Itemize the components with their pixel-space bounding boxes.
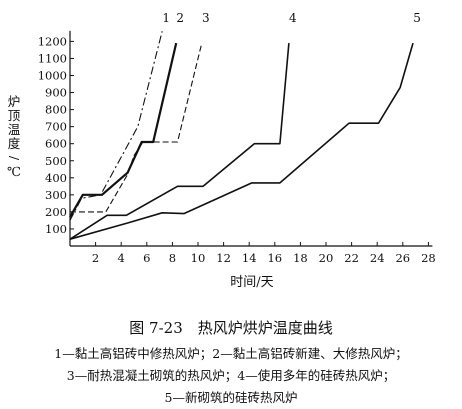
y-axis-label-char: 顶: [8, 108, 21, 123]
y-tick-label: 300: [45, 188, 67, 202]
series-label-3: 3: [202, 11, 210, 25]
y-tick-label: 900: [45, 86, 67, 100]
y-axis-label-char: ℃: [7, 164, 21, 179]
chart-axes: [69, 30, 433, 247]
x-tick-label: 10: [191, 251, 206, 265]
x-tick-label: 14: [242, 251, 257, 265]
series-line-4: [69, 43, 290, 240]
y-tick-label: 600: [45, 137, 67, 151]
x-tick-label: 18: [293, 251, 308, 265]
x-tick-label: 20: [319, 251, 334, 265]
series-line-1: [69, 31, 163, 221]
series-label-4: 4: [289, 11, 297, 25]
figure-caption-legend-line-2: 3—耐热混凝土砌筑的热风炉；4—使用多年的硅砖热风炉；: [66, 368, 396, 383]
x-tick-label: 12: [216, 251, 231, 265]
y-tick-label: 1000: [38, 69, 67, 83]
y-tick-label: 1100: [38, 51, 67, 65]
x-tick-label: 8: [169, 251, 176, 265]
series-label-5: 5: [413, 11, 421, 25]
x-tick-label: 22: [344, 251, 359, 265]
y-tick-label: 500: [45, 154, 67, 168]
y-axis-label-char: 炉: [8, 94, 21, 109]
y-axis-label-char: 度: [8, 136, 21, 151]
y-tick-label: 800: [45, 103, 67, 117]
figure-caption-legend-line-1: 1—黏土高铝砖中修热风炉；2—黏土高铝砖新建、大修热风炉；: [54, 346, 408, 361]
x-tick-label: 28: [421, 251, 436, 265]
x-axis-label: 时间/天: [230, 275, 273, 290]
figure-caption-title: 图 7-23 热风炉烘炉温度曲线: [129, 319, 333, 337]
y-axis-label-char: /: [7, 156, 22, 161]
x-tick-label: 4: [118, 251, 125, 265]
x-tick-label: 6: [143, 251, 150, 265]
y-tick-label: 200: [45, 205, 67, 219]
series-label-1: 1: [162, 11, 170, 25]
chart-ticks: 100 200 300 400 500 600 700 800 900 1000 1100 1200 2…: [38, 34, 436, 265]
y-tick-label: 1200: [38, 34, 67, 48]
y-tick-label: 700: [45, 120, 67, 134]
x-tick-label: 2: [92, 251, 99, 265]
figure-caption-legend-line-3: 5—新砌筑的硅砖热风炉: [164, 390, 298, 405]
y-tick-label: 100: [45, 222, 67, 236]
x-tick-label: 26: [395, 251, 410, 265]
y-tick-label: 400: [45, 171, 67, 185]
y-axis-label-char: 温: [8, 122, 21, 137]
x-tick-label: 16: [267, 251, 282, 265]
series-line-3: [70, 42, 203, 213]
x-tick-label: 24: [370, 251, 385, 265]
series-line-2: [69, 42, 178, 218]
chart-series: [69, 31, 414, 240]
series-line-5: [69, 42, 414, 240]
series-label-2: 2: [176, 11, 184, 25]
